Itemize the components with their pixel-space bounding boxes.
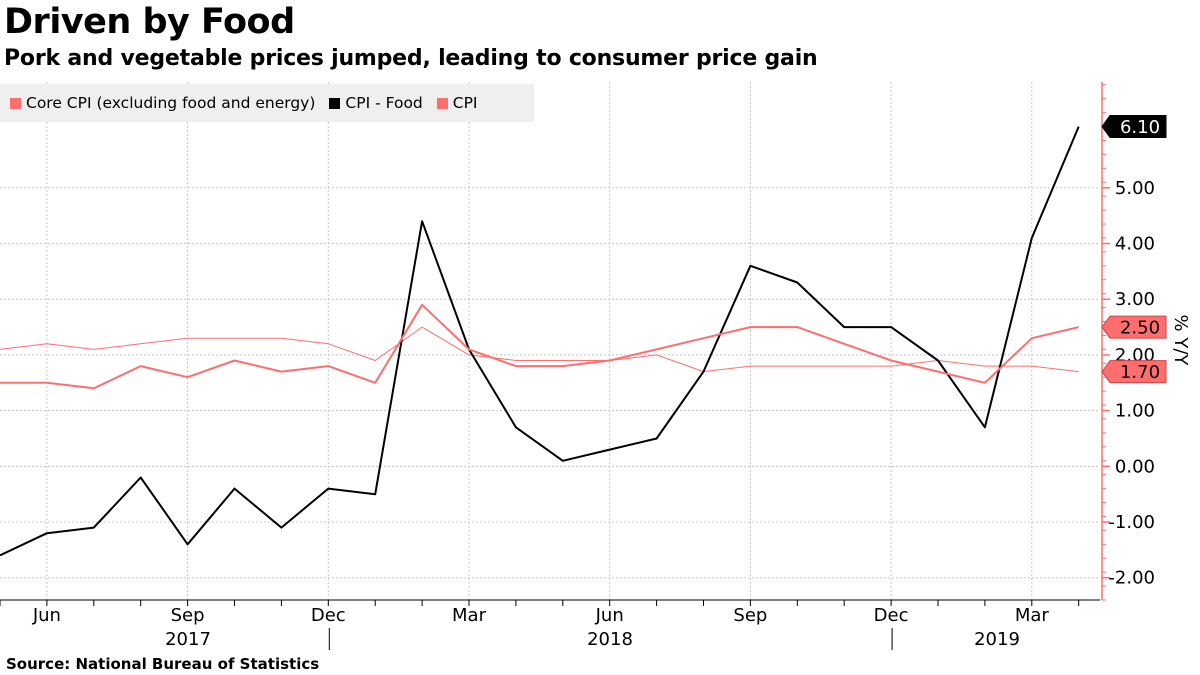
y-tick-label: 3.00 [1115, 289, 1155, 310]
x-tick-label: Sep [171, 605, 205, 626]
legend: Core CPI (excluding food and energy) CPI… [0, 84, 534, 122]
legend-label-core-cpi: Core CPI (excluding food and energy) [26, 94, 316, 112]
source-note: Source: National Bureau of Statistics [6, 655, 320, 673]
end-label-tag [1101, 360, 1167, 384]
end-label-value: 1.70 [1120, 362, 1160, 383]
cpi-line [0, 303, 1079, 390]
x-tick-label: Jun [32, 605, 61, 626]
y-tick-label: 1.00 [1115, 401, 1155, 422]
x-tick-label: Mar [452, 605, 487, 626]
y-axis-title: % Y/Y [1170, 315, 1191, 367]
x-tick-label: Jun [595, 605, 624, 626]
year-label: 2019 [974, 629, 1020, 650]
y-tick-label: 5.00 [1115, 178, 1155, 199]
legend-item-cpi-food: CPI - Food [329, 94, 423, 112]
legend-swatch-cpi-food [329, 97, 341, 109]
legend-label-cpi: CPI [452, 94, 478, 112]
legend-item-cpi: CPI [436, 94, 478, 112]
end-label-tag [1101, 315, 1167, 339]
year-label: 2017 [165, 629, 211, 650]
end-label-tag [1101, 115, 1167, 139]
chart-title: Driven by Food [4, 2, 295, 42]
legend-swatch-cpi [436, 97, 448, 109]
x-tick-label: Dec [311, 605, 346, 626]
y-tick-label: 4.00 [1115, 234, 1155, 255]
year-label: 2018 [587, 629, 633, 650]
x-tick-label: Sep [733, 605, 767, 626]
chart-subtitle: Pork and vegetable prices jumped, leadin… [4, 46, 818, 71]
y-tick-label: -1.00 [1108, 512, 1155, 533]
legend-item-core-cpi: Core CPI (excluding food and energy) [10, 94, 315, 112]
x-tick-label: Mar [1015, 605, 1050, 626]
end-label-value: 6.10 [1120, 117, 1160, 138]
x-tick-label: Dec [874, 605, 909, 626]
end-label-value: 2.50 [1120, 318, 1160, 339]
y-tick-label: -2.00 [1108, 568, 1155, 589]
core-cpi-line [0, 326, 1079, 373]
y-tick-label: 0.00 [1115, 456, 1155, 477]
cpi-food-line [0, 126, 1080, 557]
legend-label-cpi-food: CPI - Food [345, 94, 423, 112]
legend-swatch-core-cpi [10, 97, 21, 109]
